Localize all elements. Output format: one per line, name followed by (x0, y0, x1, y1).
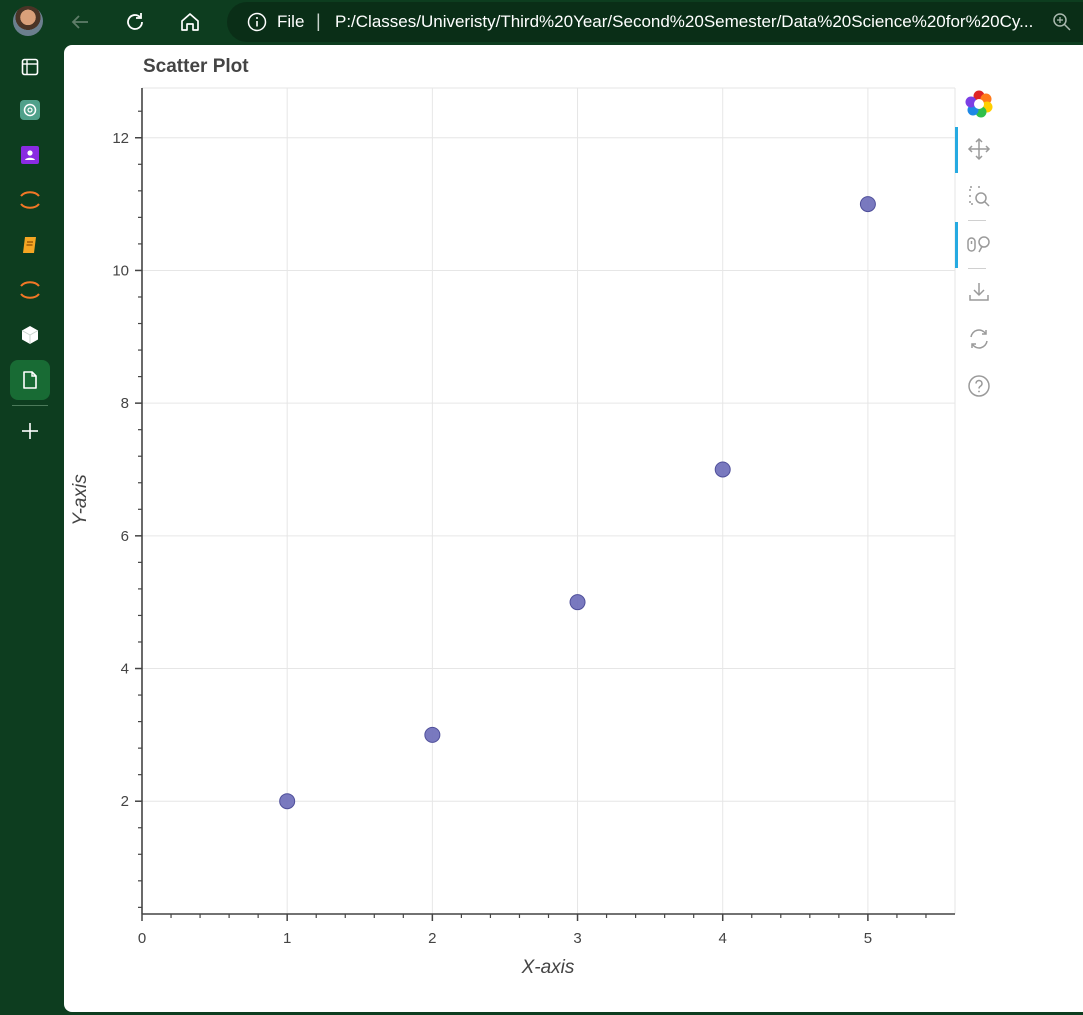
sidebar-item-chatgpt[interactable] (10, 90, 50, 130)
reset-tool[interactable] (957, 317, 1001, 361)
x-tick-label: 1 (283, 930, 291, 947)
help-tool[interactable] (957, 364, 1001, 408)
x-tick-label: 2 (428, 930, 436, 947)
y-tick-label: 8 (121, 395, 129, 412)
pan-tool[interactable] (955, 127, 1001, 173)
sidebar-add-button[interactable] (10, 411, 50, 451)
reset-icon (970, 329, 988, 349)
help-icon (968, 375, 990, 397)
scatter-point[interactable] (859, 196, 876, 213)
chatgpt-icon (20, 100, 40, 120)
address-bar[interactable]: File | P:/Classes/Univeristy/Third%20Yea… (227, 2, 1083, 42)
y-tick-label: 12 (112, 130, 129, 147)
notebook-icon (23, 237, 36, 253)
sidebar-item-jupyter[interactable] (10, 180, 50, 220)
sidebar-item-document[interactable] (10, 360, 50, 400)
browser-toolbar: File | P:/Classes/Univeristy/Third%20Yea… (0, 0, 1083, 44)
y-tick-label: 6 (121, 528, 129, 545)
scatter-point[interactable] (279, 793, 296, 810)
sidebar-item-tab-actions[interactable] (10, 47, 50, 87)
jupyter-icon (20, 281, 40, 299)
sidebar-item-contacts[interactable] (10, 135, 50, 175)
wheel-zoom-tool[interactable] (955, 222, 1001, 268)
sidebar-item-cube[interactable] (10, 315, 50, 355)
plus-icon (22, 423, 38, 439)
contacts-icon (21, 146, 39, 164)
bokeh-logo[interactable] (957, 82, 1001, 126)
toolbar-separator (968, 220, 986, 221)
tab-icon (21, 58, 39, 76)
x-tick-label: 5 (864, 930, 872, 947)
back-arrow-icon (71, 15, 88, 29)
pan-icon (967, 137, 991, 161)
x-axis-label: X-axis (521, 957, 575, 978)
scatter-point[interactable] (714, 461, 731, 478)
sidebar-divider (12, 405, 48, 406)
toolbar-separator-2 (968, 268, 986, 269)
x-tick-label: 3 (573, 930, 581, 947)
sidebar-item-notebook[interactable] (10, 225, 50, 265)
bokeh-logo-icon (965, 90, 993, 118)
refresh-icon (127, 13, 143, 30)
sidebar (0, 44, 60, 1015)
refresh-button[interactable] (121, 8, 149, 36)
wheel-zoom-icon (967, 236, 990, 253)
home-button[interactable] (176, 8, 204, 36)
plot-title: Scatter Plot (143, 56, 249, 77)
profile-avatar[interactable] (13, 6, 43, 36)
url-text[interactable]: P:/Classes/Univeristy/Third%20Year/Secon… (335, 12, 1034, 31)
scatter-point[interactable] (424, 726, 441, 743)
page-content (64, 45, 1083, 1012)
y-tick-label: 10 (112, 262, 129, 279)
save-icon (969, 283, 989, 301)
y-axis-label: Y-axis (70, 474, 91, 526)
box-zoom-icon (969, 186, 990, 207)
x-tick-label: 0 (138, 930, 146, 947)
document-icon (23, 371, 37, 389)
y-tick-label: 2 (121, 793, 129, 810)
address-separator: | (316, 11, 321, 31)
info-icon[interactable] (247, 12, 267, 32)
scatter-point[interactable] (569, 594, 586, 611)
home-icon (181, 13, 199, 31)
plot-toolbar (955, 82, 1005, 412)
jupyter-icon (20, 191, 40, 209)
sidebar-item-jupyter-2[interactable] (10, 270, 50, 310)
zoom-icon[interactable] (1052, 12, 1072, 32)
box-zoom-tool[interactable] (957, 174, 1001, 218)
cube-icon (21, 326, 39, 344)
y-tick-label: 4 (121, 661, 129, 678)
x-tick-label: 4 (719, 930, 727, 947)
save-tool[interactable] (957, 270, 1001, 314)
back-button[interactable] (66, 8, 94, 36)
address-scheme: File (277, 12, 305, 31)
